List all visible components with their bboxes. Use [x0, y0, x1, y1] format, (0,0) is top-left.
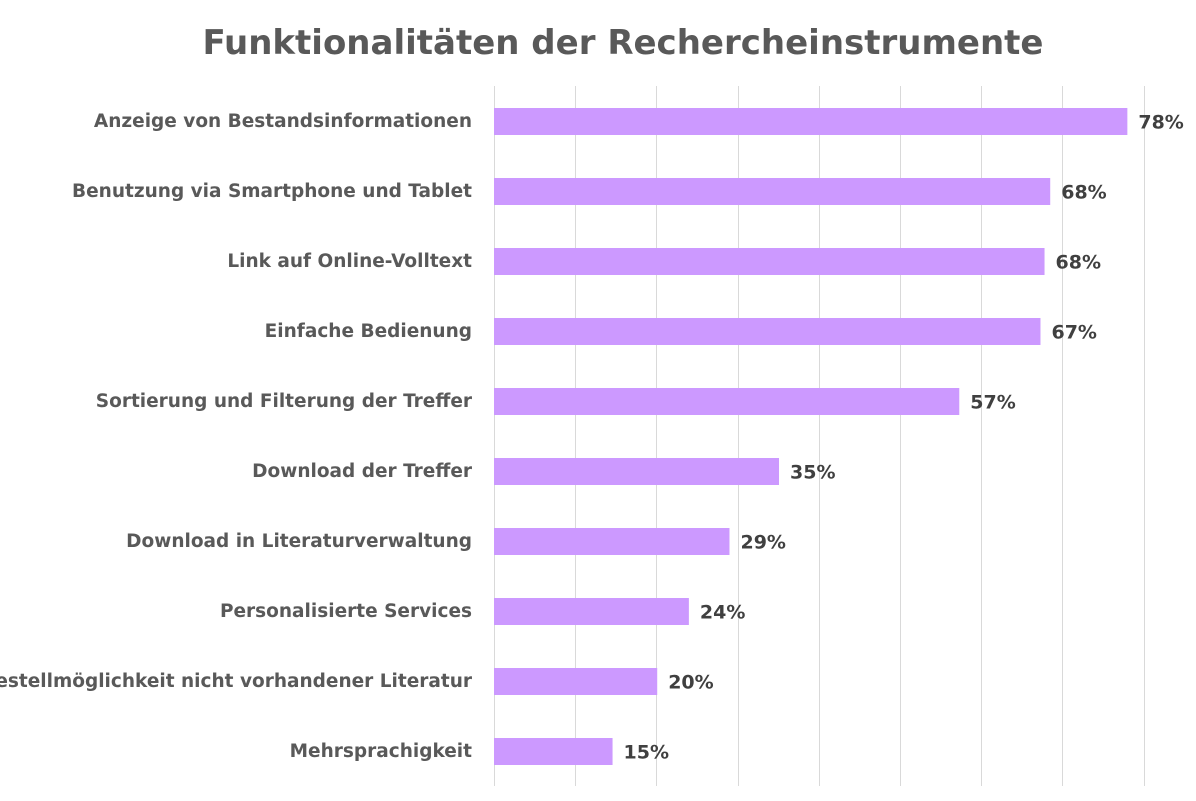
bar-4 [494, 388, 960, 415]
value-label-5: 35% [790, 462, 835, 484]
chart-title: Funktionalitäten der Rechercheinstrument… [202, 23, 1043, 63]
bar-9 [494, 738, 613, 765]
bar-3 [494, 318, 1041, 345]
value-label-4: 57% [970, 392, 1015, 414]
value-label-1: 68% [1061, 182, 1106, 204]
bar-5 [494, 458, 780, 485]
category-label-2: Link auf Online-Volltext [227, 251, 472, 272]
category-label-3: Einfache Bedienung [265, 321, 472, 342]
bar-2 [494, 248, 1045, 275]
category-label-5: Download der Treffer [252, 461, 473, 482]
value-labels: 78% 68% 68% 67% 57% 35% 29% 24% 20% 15% [624, 112, 1184, 764]
bar-8 [494, 668, 658, 695]
bar-1 [494, 178, 1051, 205]
value-label-6: 29% [740, 532, 785, 554]
value-label-2: 68% [1056, 252, 1101, 274]
value-label-3: 67% [1051, 322, 1096, 344]
value-label-0: 78% [1138, 112, 1183, 134]
bar-6 [494, 528, 730, 555]
category-label-4: Sortierung und Filterung der Treffer [96, 391, 473, 412]
category-label-7: Personalisierte Services [220, 601, 472, 622]
bar-7 [494, 598, 689, 625]
category-label-6: Download in Literaturverwaltung [126, 531, 472, 552]
value-label-8: 20% [668, 672, 713, 694]
category-labels: Anzeige von Bestandsinformationen Benutzu… [0, 111, 473, 762]
category-label-0: Anzeige von Bestandsinformationen [94, 111, 472, 132]
category-label-9: Mehrsprachigkeit [290, 741, 473, 762]
category-label-1: Benutzung via Smartphone und Tablet [72, 181, 472, 202]
category-label-8: Bestellmöglichkeit nicht vorhandener Lit… [0, 671, 473, 692]
bar-0 [494, 108, 1128, 135]
value-label-7: 24% [700, 602, 745, 624]
value-label-9: 15% [624, 742, 669, 764]
bars [494, 108, 1128, 765]
